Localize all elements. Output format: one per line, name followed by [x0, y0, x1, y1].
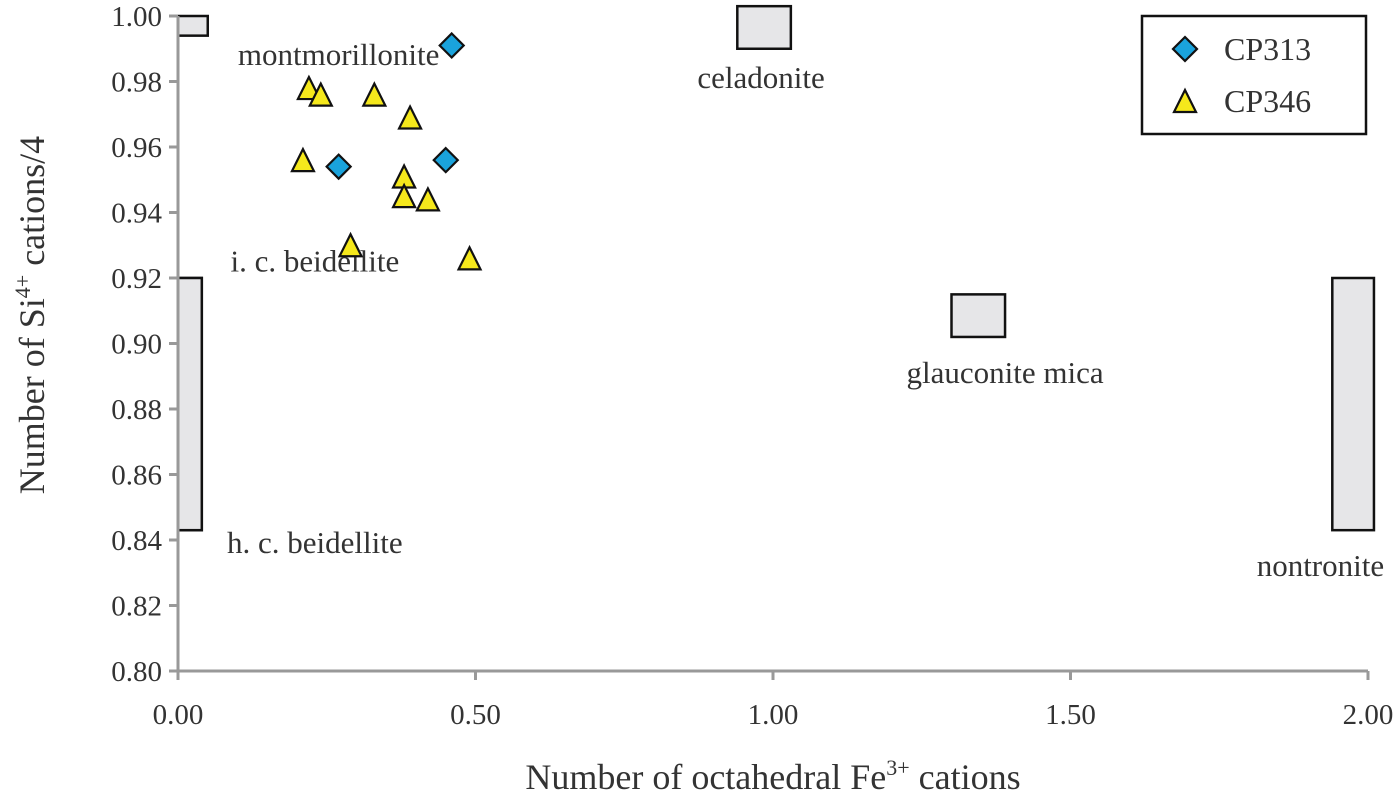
- cp346-point: [337, 231, 364, 258]
- y-axis-title-main: Number of Si: [12, 298, 52, 494]
- y-axis-title-superscript: 4+: [10, 275, 35, 298]
- y-tick-label: 1.00: [111, 1, 162, 33]
- y-tick-label: 0.84: [111, 525, 162, 557]
- h-c-beidellite-field-box: [176, 276, 204, 532]
- x-tick-label: 0.50: [450, 699, 501, 731]
- cp346-point: [296, 74, 322, 101]
- y-tick-label: 0.92: [111, 263, 162, 295]
- cp346-legend-marker: [1172, 87, 1198, 114]
- x-tick-label: 1.00: [748, 699, 799, 731]
- celadonite-label: celadonite: [697, 60, 824, 95]
- x-ticks: 0.00 0.50 1.00 1.50 2.00: [153, 671, 1394, 731]
- cp346-point: [456, 244, 483, 271]
- cp346-point: [415, 185, 441, 212]
- cp313-legend-marker: [1171, 35, 1199, 63]
- y-ticks: 0.80 0.82 0.84 0.86 0.88 0.90 0.92 0.94 0.96 0.98…: [111, 1, 178, 688]
- x-axis-title-superscript: 3+: [886, 755, 909, 780]
- cp346-point: [290, 146, 316, 173]
- glauconite-mica-field-box: [950, 293, 1007, 339]
- y-tick-label: 0.94: [111, 198, 162, 230]
- cp346-point: [308, 81, 334, 107]
- x-tick-label: 1.50: [1045, 699, 1096, 731]
- i-c-beidellite-label: i. c. beidellite: [230, 243, 399, 278]
- y-axis-title: Number of Si4+ cations/4: [10, 136, 52, 494]
- x-axis-title-main: Number of octahedral Fe: [525, 757, 886, 795]
- nontronite-field-box: [1331, 276, 1376, 532]
- y-tick-label: 0.82: [111, 591, 162, 623]
- legend: CP313 CP346: [1140, 14, 1368, 136]
- y-tick-label: 0.98: [111, 67, 162, 99]
- cp313-legend-label: CP313: [1224, 31, 1311, 67]
- nontronite-label: nontronite: [1257, 548, 1384, 583]
- y-tick-label: 0.86: [111, 460, 162, 492]
- celadonite-field-box: [736, 4, 793, 51]
- y-tick-label: 0.96: [111, 132, 162, 164]
- x-axis-title: Number of octahedral Fe3+ cations: [525, 755, 1020, 795]
- h-c-beidellite-label: h. c. beidellite: [227, 525, 403, 560]
- x-tick-label: 0.00: [153, 699, 204, 731]
- y-axis-title-tail: cations/4: [12, 136, 52, 275]
- cp346-point: [361, 81, 388, 107]
- data-points: [290, 31, 483, 271]
- x-axis-title-tail: cations: [910, 757, 1021, 795]
- montmorillonite-field-box: [176, 14, 209, 37]
- cp346-legend-label: CP346: [1224, 83, 1311, 119]
- cp313-point: [432, 146, 460, 174]
- y-tick-label: 0.80: [111, 656, 162, 688]
- cp313-point: [325, 153, 353, 181]
- y-tick-label: 0.90: [111, 329, 162, 361]
- cp346-point: [397, 104, 423, 130]
- glauconite-mica-label: glauconite mica: [906, 355, 1103, 390]
- y-tick-label: 0.88: [111, 394, 162, 426]
- cp346-point: [391, 182, 417, 209]
- cp313-point: [438, 31, 466, 60]
- montmorillonite-label: montmorillonite: [238, 37, 440, 72]
- composition-fields: montmorillonite celadonite i. c. beidellit…: [176, 4, 1384, 583]
- legend-box: [1140, 14, 1368, 136]
- x-tick-label: 2.00: [1343, 699, 1394, 731]
